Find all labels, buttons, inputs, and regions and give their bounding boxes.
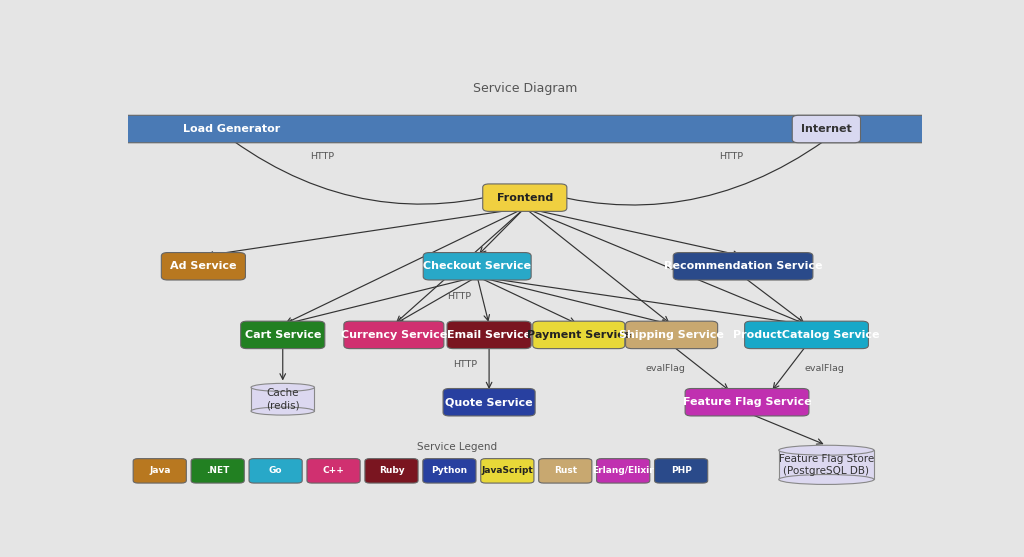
FancyBboxPatch shape [779, 450, 874, 480]
Text: Recommendation Service: Recommendation Service [664, 261, 822, 271]
Text: JavaScript: JavaScript [481, 466, 534, 475]
Ellipse shape [779, 445, 874, 455]
Text: evalFlag: evalFlag [805, 364, 845, 373]
FancyBboxPatch shape [532, 321, 625, 349]
FancyBboxPatch shape [447, 321, 531, 349]
FancyBboxPatch shape [744, 321, 868, 349]
FancyBboxPatch shape [539, 458, 592, 483]
Ellipse shape [251, 407, 314, 415]
Ellipse shape [779, 475, 874, 485]
Text: Ad Service: Ad Service [170, 261, 237, 271]
FancyBboxPatch shape [482, 184, 567, 211]
FancyBboxPatch shape [443, 389, 536, 416]
Text: Python: Python [431, 466, 468, 475]
FancyBboxPatch shape [423, 458, 476, 483]
FancyBboxPatch shape [133, 458, 186, 483]
Text: HTTP: HTTP [310, 153, 335, 162]
Text: Quote Service: Quote Service [445, 397, 532, 407]
Text: Feature Flag Service: Feature Flag Service [683, 397, 811, 407]
FancyBboxPatch shape [423, 252, 531, 280]
Text: Currency Service: Currency Service [341, 330, 447, 340]
FancyBboxPatch shape [793, 115, 860, 143]
Text: .NET: .NET [206, 466, 229, 475]
FancyBboxPatch shape [0, 115, 1024, 143]
FancyBboxPatch shape [249, 458, 302, 483]
Text: Service Legend: Service Legend [418, 442, 498, 452]
FancyBboxPatch shape [654, 458, 708, 483]
FancyBboxPatch shape [480, 458, 534, 483]
Text: Payment Service: Payment Service [526, 330, 631, 340]
FancyBboxPatch shape [626, 321, 718, 349]
Text: Cache
(redis): Cache (redis) [266, 388, 300, 410]
Text: Go: Go [269, 466, 283, 475]
Text: HTTP: HTTP [719, 153, 743, 162]
FancyBboxPatch shape [597, 458, 650, 483]
Text: Ruby: Ruby [379, 466, 404, 475]
Text: PHP: PHP [671, 466, 691, 475]
FancyBboxPatch shape [251, 387, 314, 411]
FancyBboxPatch shape [307, 458, 360, 483]
FancyBboxPatch shape [344, 321, 443, 349]
Text: evalFlag: evalFlag [646, 364, 686, 373]
Text: Erlang/Elixir: Erlang/Elixir [592, 466, 654, 475]
FancyBboxPatch shape [365, 458, 418, 483]
Text: C++: C++ [323, 466, 344, 475]
FancyBboxPatch shape [241, 321, 325, 349]
Text: Feature Flag Store
(PostgreSQL DB): Feature Flag Store (PostgreSQL DB) [778, 454, 874, 476]
Ellipse shape [251, 383, 314, 392]
Text: Frontend: Frontend [497, 193, 553, 203]
Text: HTTP: HTTP [454, 360, 477, 369]
Text: Checkout Service: Checkout Service [423, 261, 531, 271]
Text: Cart Service: Cart Service [245, 330, 321, 340]
Text: Shipping Service: Shipping Service [620, 330, 724, 340]
FancyBboxPatch shape [673, 252, 813, 280]
FancyBboxPatch shape [685, 389, 809, 416]
Text: Internet: Internet [801, 124, 852, 134]
Text: Service Diagram: Service Diagram [473, 82, 577, 95]
FancyBboxPatch shape [162, 252, 246, 280]
Text: Email Service: Email Service [447, 330, 531, 340]
FancyBboxPatch shape [191, 458, 245, 483]
Text: ProductCatalog Service: ProductCatalog Service [733, 330, 880, 340]
Text: Java: Java [150, 466, 170, 475]
Text: HTTP: HTTP [447, 292, 471, 301]
Text: Rust: Rust [554, 466, 577, 475]
Text: Load Generator: Load Generator [182, 124, 280, 134]
